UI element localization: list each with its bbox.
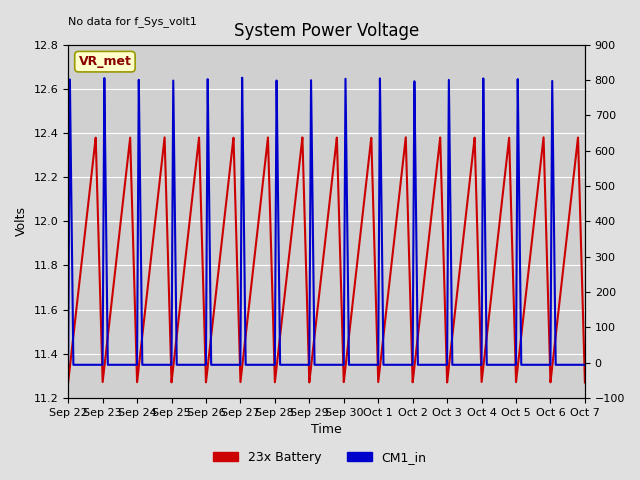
Legend: 23x Battery, CM1_in: 23x Battery, CM1_in	[208, 446, 432, 469]
Y-axis label: Volts: Volts	[15, 206, 28, 236]
X-axis label: Time: Time	[311, 423, 342, 436]
Text: VR_met: VR_met	[79, 55, 131, 68]
Text: No data for f_Sys_volt1: No data for f_Sys_volt1	[68, 16, 197, 27]
Title: System Power Voltage: System Power Voltage	[234, 22, 419, 40]
